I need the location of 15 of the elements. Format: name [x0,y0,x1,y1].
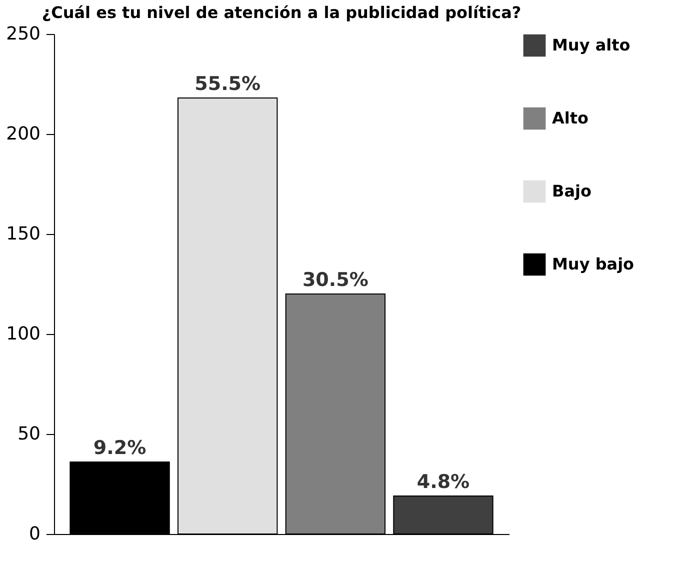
annotation: 4.8% [416,471,470,493]
y-tick-label: 150 [6,224,40,244]
y-tick-label: 100 [6,324,40,344]
legend-label: Alto [552,108,589,128]
annotation: 9.2% [93,437,146,459]
y-tick-label: 50 [18,424,40,444]
y-tick-label: 250 [6,24,40,44]
y-tick-label: 200 [6,124,40,144]
legend-label: Muy bajo [552,254,634,274]
annotation: 55.5% [194,73,261,95]
annotation: 30.5% [302,269,368,291]
y-tick-label: 0 [29,524,40,544]
chart-title: ¿Cuál es tu nivel de atención a la publicidad política? [42,3,522,22]
legend-label: Muy alto [552,36,630,54]
legend-label: Bajo [552,182,592,200]
